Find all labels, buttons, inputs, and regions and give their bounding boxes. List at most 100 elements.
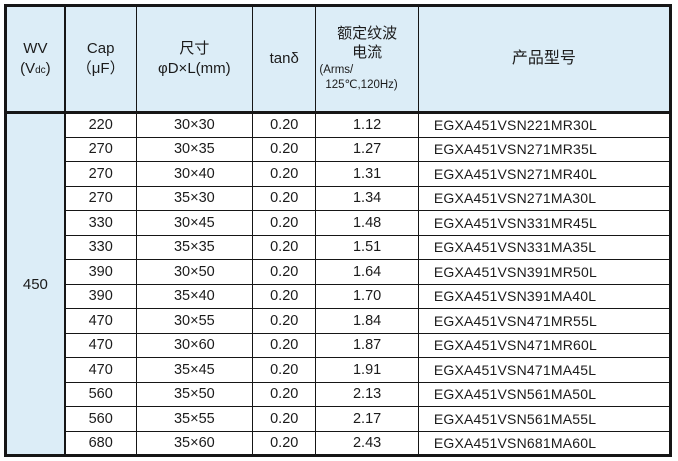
tan-delta-value-cell: 0.20 [252,430,317,456]
cap-label: Cap [86,39,115,57]
ripple-current-value-cell: 1.64 [315,259,419,285]
part-number-cell: EGXA451VSN331MA35L [417,234,672,260]
tan-delta-value-cell: 0.20 [252,332,317,358]
table-row: 390 35×40 0.20 1.70 EGXA451VSN391MA40L [6,283,672,309]
ripple-current-value-cell: 1.87 [315,332,419,358]
tan-delta-value-cell: 0.20 [252,161,317,187]
size-value-cell: 35×30 [135,185,254,211]
table-row: 270 30×40 0.20 1.31 EGXA451VSN271MR40L [6,161,672,187]
size-value-cell: 30×35 [135,136,254,162]
cap-value-cell: 680 [64,430,137,456]
ripple-current-value-cell: 2.43 [315,430,419,456]
capacitor-spec-table: WV (Vdc) Cap （μF） 尺寸 φD×L(mm) tanδ 额定纹波 … [4,4,672,457]
col-header-size: 尺寸 φD×L(mm) [135,5,254,114]
tan-delta-value-cell: 0.20 [252,210,317,236]
part-number-cell: EGXA451VSN471MR55L [417,308,672,334]
tan-delta-value-cell: 0.20 [252,357,317,383]
col-header-ripple-current: 额定纹波 电流 (Arms/ 125℃,120Hz) [315,5,419,114]
tan-delta-value-cell: 0.20 [252,185,317,211]
size-value-cell: 30×55 [135,308,254,334]
size-value-cell: 35×40 [135,283,254,309]
ripple-current-value-cell: 1.70 [315,283,419,309]
part-number-cell: EGXA451VSN561MA50L [417,381,672,407]
size-value-cell: 30×40 [135,161,254,187]
size-label: 尺寸 [179,39,210,57]
part-number-cell: EGXA451VSN561MA55L [417,406,672,432]
size-unit: φD×L(mm) [158,60,231,77]
wv-value-cell: 450 [4,112,66,456]
ripple-current-value-cell: 1.48 [315,210,419,236]
table-row: 390 30×50 0.20 1.64 EGXA451VSN391MR50L [6,259,672,285]
table-row: 450 220 30×30 0.20 1.12 EGXA451VSN221MR30L [4,112,672,456]
wv-unit: (Vdc) [7,59,63,79]
wv-unit-pre: (V [20,60,36,77]
part-number-cell: EGXA451VSN271MR35L [417,136,672,162]
col-header-tan-delta: tanδ [252,5,317,114]
cap-value-cell: 270 [64,136,137,162]
cap-value-cell: 470 [64,332,137,358]
ripple-current-value-cell: 1.12 [315,112,419,138]
part-number-cell: EGXA451VSN331MR45L [417,210,672,236]
cap-value-cell: 330 [64,234,137,260]
col-header-capacitance: Cap （μF） [64,5,137,114]
size-value-cell: 30×60 [135,332,254,358]
size-value-cell: 35×55 [135,406,254,432]
wv-unit-subscript: dc [35,65,46,76]
table-row: 330 35×35 0.20 1.51 EGXA451VSN331MA35L [6,234,672,260]
ripple-unit-line2: 125℃,120Hz) [325,78,398,91]
tan-delta-value-cell: 0.20 [252,406,317,432]
table-row: 270 30×35 0.20 1.27 EGXA451VSN271MR35L [6,136,672,162]
ripple-unit-line1: (Arms/ [319,63,354,76]
cap-value-cell: 390 [64,283,137,309]
size-value-cell: 35×60 [135,430,254,456]
size-value-cell: 30×30 [135,112,254,138]
part-number-label: 产品型号 [511,50,576,68]
ripple-label-line1: 额定纹波 [337,25,398,43]
part-number-cell: EGXA451VSN471MA45L [417,357,672,383]
part-number-cell: EGXA451VSN681MA60L [417,430,672,456]
part-number-cell: EGXA451VSN471MR60L [417,332,672,358]
ripple-current-value-cell: 1.51 [315,234,419,260]
col-header-working-voltage: WV (Vdc) [4,5,66,114]
cap-value-cell: 390 [64,259,137,285]
cap-value-cell: 470 [64,308,137,334]
table-row: 270 35×30 0.20 1.34 EGXA451VSN271MA30L [6,185,672,211]
part-number-cell: EGXA451VSN271MA30L [417,185,672,211]
size-value-cell: 35×35 [135,234,254,260]
size-value-cell: 30×45 [135,210,254,236]
table-row: 680 35×60 0.20 2.43 EGXA451VSN681MA60L [6,430,672,456]
ripple-current-value-cell: 1.91 [315,357,419,383]
tan-delta-label: tanδ [269,49,299,67]
ripple-current-value-cell: 1.34 [315,185,419,211]
part-number-cell: EGXA451VSN271MR40L [417,161,672,187]
ripple-current-value-cell: 2.17 [315,406,419,432]
tan-delta-value-cell: 0.20 [252,112,317,138]
ripple-current-value-cell: 1.31 [315,161,419,187]
table-row: 560 35×55 0.20 2.17 EGXA451VSN561MA55L [6,406,672,432]
tan-delta-value-cell: 0.20 [252,259,317,285]
col-header-part-number: 产品型号 [417,5,672,114]
cap-value-cell: 470 [64,357,137,383]
cap-unit: （μF） [76,60,125,77]
tan-delta-value-cell: 0.20 [252,283,317,309]
cap-value-cell: 330 [64,210,137,236]
table-row: 470 35×45 0.20 1.91 EGXA451VSN471MA45L [6,357,672,383]
wv-unit-post: ) [45,60,51,77]
part-number-cell: EGXA451VSN391MR50L [417,259,672,285]
table-body: 450 220 30×30 0.20 1.12 EGXA451VSN221MR30L 270… [4,112,672,456]
size-value-cell: 35×50 [135,381,254,407]
part-number-cell: EGXA451VSN221MR30L [417,112,672,138]
header-row: WV (Vdc) Cap （μF） 尺寸 φD×L(mm) tanδ 额定纹波 … [4,5,672,114]
ripple-current-value-cell: 1.27 [315,136,419,162]
tan-delta-value-cell: 0.20 [252,136,317,162]
cap-value-cell: 220 [64,112,137,138]
cap-value-cell: 560 [64,381,137,407]
wv-label: WV [23,39,48,57]
size-value-cell: 30×50 [135,259,254,285]
cap-value-cell: 270 [64,161,137,187]
ripple-label-line2: 电流 [352,44,383,62]
table-row: 470 30×55 0.20 1.84 EGXA451VSN471MR55L [6,308,672,334]
part-number-cell: EGXA451VSN391MA40L [417,283,672,309]
tan-delta-value-cell: 0.20 [252,234,317,260]
